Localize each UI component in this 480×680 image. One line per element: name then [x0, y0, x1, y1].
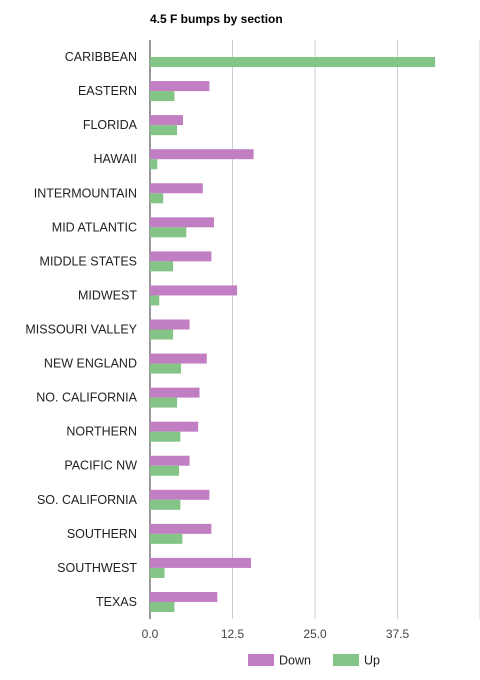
bar-down: [150, 149, 254, 160]
bar-up: [150, 125, 178, 136]
bar-down: [150, 591, 218, 602]
bar-up: [150, 533, 183, 544]
bar-up: [150, 363, 182, 374]
bar-down: [150, 319, 190, 330]
x-tick-label: 12.5: [221, 627, 245, 641]
bar-up: [150, 465, 180, 476]
category-label: SOUTHWEST: [57, 561, 137, 575]
bar-up: [150, 601, 175, 612]
bar-up: [150, 295, 160, 306]
category-label: SOUTHERN: [67, 527, 137, 541]
bar-down: [150, 421, 199, 432]
x-tick-label: 0.0: [142, 627, 159, 641]
bar-up: [150, 227, 187, 238]
bar-up: [150, 397, 178, 408]
bar-down: [150, 557, 251, 568]
bar-up: [150, 329, 174, 340]
category-label: SO. CALIFORNIA: [37, 493, 138, 507]
legend-swatch-up: [333, 654, 359, 666]
bar-up: [150, 159, 158, 170]
category-label: MIDDLE STATES: [40, 254, 137, 268]
category-label: EASTERN: [78, 84, 137, 98]
chart-title: 4.5 F bumps by section: [150, 12, 283, 26]
bar-up: [150, 499, 181, 510]
bar-down: [150, 285, 238, 296]
category-label: MIDWEST: [78, 288, 137, 302]
bar-down: [150, 455, 190, 466]
bar-down: [150, 81, 210, 92]
category-label: TEXAS: [96, 595, 137, 609]
category-label: MID ATLANTIC: [52, 220, 137, 234]
category-label: FLORIDA: [83, 118, 138, 132]
category-label: NORTHERN: [66, 425, 137, 439]
x-tick-label: 37.5: [386, 627, 410, 641]
bar-down: [150, 183, 203, 194]
category-label: CARIBBEAN: [65, 50, 137, 64]
category-label: INTERMOUNTAIN: [34, 186, 137, 200]
bar-down: [150, 489, 210, 500]
bar-up: [150, 91, 175, 102]
legend-label-down: Down: [279, 654, 311, 668]
bar-down: [150, 217, 215, 228]
category-label: NEW ENGLAND: [44, 357, 137, 371]
legend-label-up: Up: [364, 654, 380, 668]
bar-down: [150, 523, 212, 534]
x-tick-label: 25.0: [303, 627, 327, 641]
category-label: HAWAII: [93, 152, 137, 166]
bar-down: [150, 251, 212, 262]
category-label: NO. CALIFORNIA: [36, 391, 137, 405]
bar-down: [150, 353, 207, 364]
bar-up: [150, 431, 181, 442]
bar-up: [150, 567, 165, 578]
bar-up: [150, 261, 174, 272]
bar-down: [150, 115, 183, 126]
bar-up: [150, 193, 164, 204]
category-label: PACIFIC NW: [64, 459, 137, 473]
category-label: MISSOURI VALLEY: [25, 323, 137, 337]
bar-up: [150, 57, 436, 68]
legend-swatch-down: [248, 654, 274, 666]
bar-down: [150, 387, 200, 398]
